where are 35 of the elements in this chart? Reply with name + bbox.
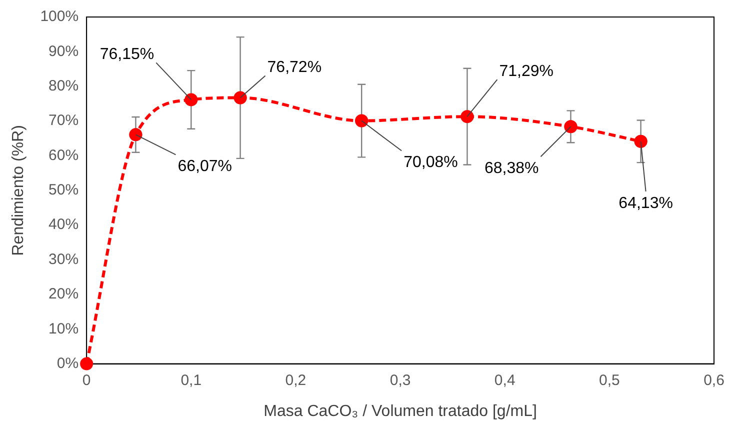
y-tick-label: 0% bbox=[56, 354, 79, 372]
point bbox=[355, 114, 368, 128]
y-tick-label: 70% bbox=[48, 112, 79, 130]
y-tick-label: 10% bbox=[48, 320, 79, 338]
data-label: 64,13% bbox=[618, 194, 673, 212]
data-label: 76,72% bbox=[267, 59, 322, 76]
point bbox=[460, 110, 474, 124]
data-label: 71,29% bbox=[499, 62, 554, 80]
x-tick-label: 0,1 bbox=[180, 372, 202, 389]
x-tick-label: 0,3 bbox=[390, 372, 411, 389]
x-tick-label: 0 bbox=[82, 372, 91, 389]
point bbox=[564, 120, 578, 134]
point bbox=[184, 93, 198, 106]
point bbox=[129, 128, 142, 142]
data-label: 70,08% bbox=[404, 154, 458, 172]
y-tick-label: 100% bbox=[40, 8, 79, 26]
data-label: 66,07% bbox=[178, 158, 232, 176]
point bbox=[634, 134, 648, 148]
point bbox=[80, 357, 94, 370]
y-tick-label: 80% bbox=[48, 78, 79, 94]
data-label: 68,38% bbox=[484, 160, 539, 178]
y-tick-label: 20% bbox=[48, 286, 79, 303]
y-tick-label: 90% bbox=[48, 42, 79, 60]
y-tick-label: 40% bbox=[48, 216, 79, 234]
x-tick-label: 0,5 bbox=[599, 372, 620, 389]
data-label: 76,15% bbox=[100, 46, 154, 64]
x-tick-label: 0,6 bbox=[704, 372, 724, 389]
y-tick-label: 30% bbox=[48, 250, 79, 268]
point bbox=[234, 91, 247, 104]
x-tick-label: 0,4 bbox=[494, 372, 516, 389]
y-tick-label: 60% bbox=[48, 146, 79, 164]
y-axis-title: Rendimiento (%R) bbox=[10, 125, 28, 256]
x-tick-label: 0,2 bbox=[285, 372, 306, 389]
x-axis-title: Masa CaCO₃ / Volumen tratado [g/mL] bbox=[264, 402, 537, 420]
y-tick-label: 50% bbox=[48, 182, 79, 199]
